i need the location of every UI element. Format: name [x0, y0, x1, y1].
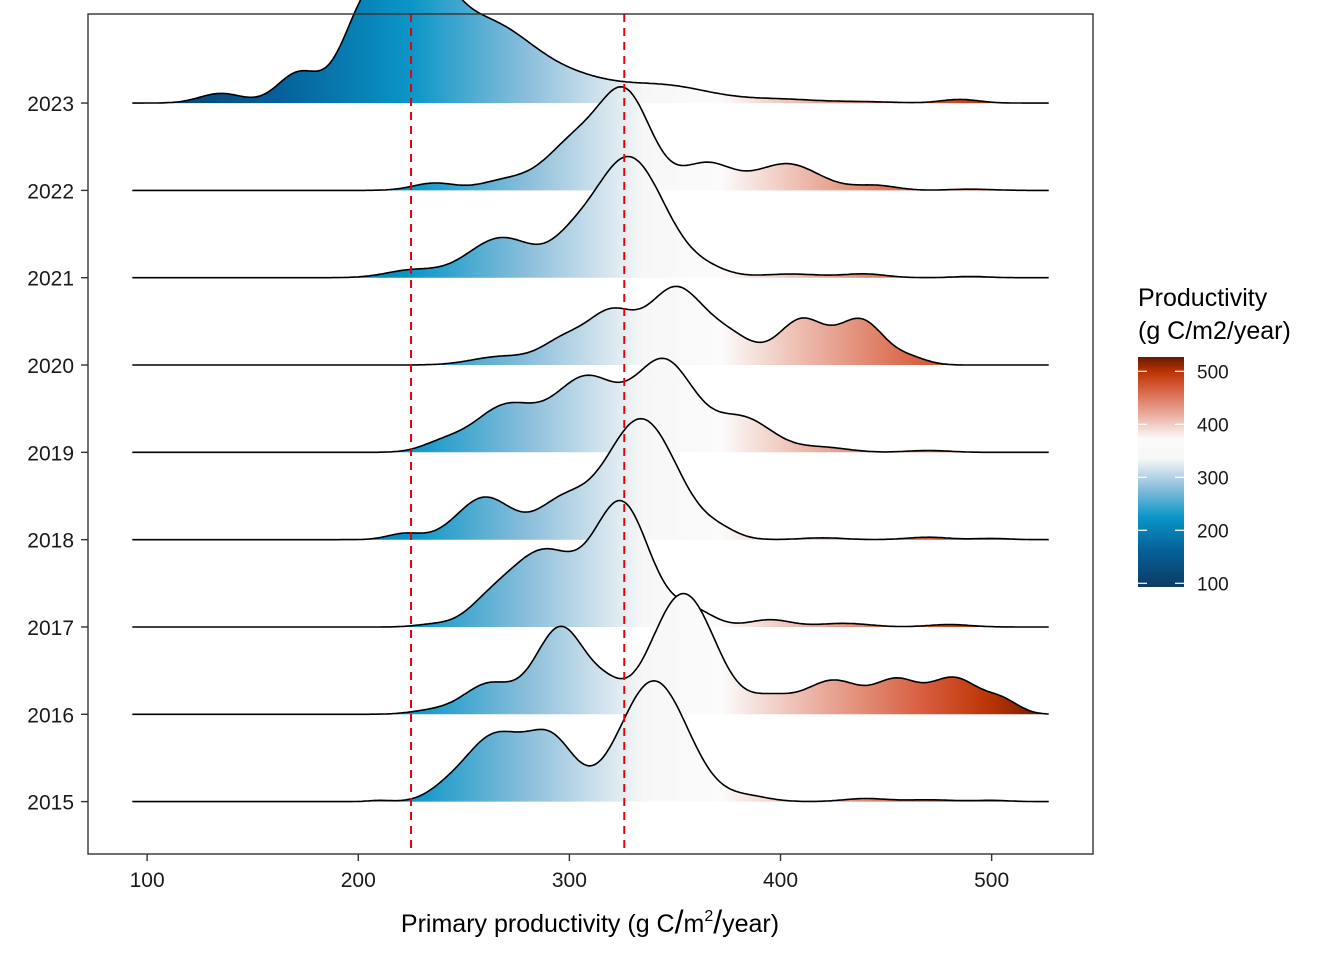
ridge-2017 [132, 499, 1049, 628]
x-axis: 100 200 300 400 500 [130, 854, 1009, 892]
ridge-fill-2022 [132, 86, 1049, 191]
ridge-line-2020 [132, 285, 1049, 366]
legend-title-line2: (g C/m2/year) [1138, 317, 1291, 345]
legend-tick-label: 400 [1197, 415, 1229, 436]
ridge-fill-2023 [132, 0, 1049, 104]
ridge-2019 [132, 357, 1049, 454]
reference-lines [410, 14, 626, 854]
ridge-2022 [132, 85, 1049, 192]
x-tick-label: 500 [974, 869, 1009, 892]
ridge-2015 [132, 679, 1049, 803]
y-tick-label: 2022 [27, 180, 74, 203]
ridge-line-2015 [132, 679, 1049, 803]
ridge-2023 [132, 0, 1049, 104]
y-axis: 2015 2016 2017 2018 2019 2020 2021 2022 2023 [27, 93, 88, 815]
y-tick-label: 2016 [27, 704, 74, 727]
ridge-line-2019 [132, 357, 1049, 454]
ridge-2016 [132, 592, 1049, 716]
ridge-fill-2015 [132, 680, 1049, 802]
legend-tick-label: 100 [1197, 574, 1229, 595]
y-tick-label: 2020 [27, 355, 74, 378]
legend-ticks: 100 200 300 400 500 [1138, 362, 1229, 595]
ridge-fill-2020 [132, 286, 1049, 365]
color-legend: Productivity (g C/m2/year) 100 200 300 400 5… [1138, 284, 1291, 595]
plot-panel-border [87, 13, 1094, 855]
ridge-line-2016 [132, 592, 1049, 716]
legend-tick-label: 500 [1197, 362, 1229, 383]
ridge-fill-2016 [132, 593, 1049, 715]
legend-title-line1: Productivity [1138, 284, 1268, 312]
ridge-line-2017 [132, 499, 1049, 628]
x-tick-label: 400 [763, 869, 798, 892]
ridge-2021 [132, 155, 1049, 279]
x-tick-label: 300 [552, 869, 587, 892]
y-tick-label: 2017 [27, 617, 74, 640]
y-tick-label: 2018 [27, 530, 74, 553]
legend-tick-label: 300 [1197, 468, 1229, 489]
legend-colorbar [1138, 357, 1184, 587]
x-tick-label: 200 [341, 869, 376, 892]
ridge-line-2021 [132, 155, 1049, 279]
x-axis-title: Primary productivity (g C/m2/year) [401, 904, 779, 940]
y-tick-label: 2023 [27, 93, 74, 116]
ridge-fill-2018 [132, 418, 1049, 540]
ridge-line-2023 [132, 0, 1049, 104]
ridge-line-2022 [132, 85, 1049, 192]
y-tick-label: 2021 [27, 268, 74, 291]
x-tick-label: 100 [130, 869, 165, 892]
ridgeline-series [132, 0, 1049, 803]
ridge-line-2018 [132, 417, 1049, 541]
y-tick-label: 2015 [27, 792, 74, 815]
y-tick-label: 2019 [27, 442, 74, 465]
ridge-2018 [132, 417, 1049, 541]
ridge-fill-2021 [132, 156, 1049, 278]
ridge-fill-2019 [132, 358, 1049, 453]
legend-tick-label: 200 [1197, 521, 1229, 542]
ridge-fill-2017 [132, 500, 1049, 627]
ridge-2020 [132, 285, 1049, 366]
